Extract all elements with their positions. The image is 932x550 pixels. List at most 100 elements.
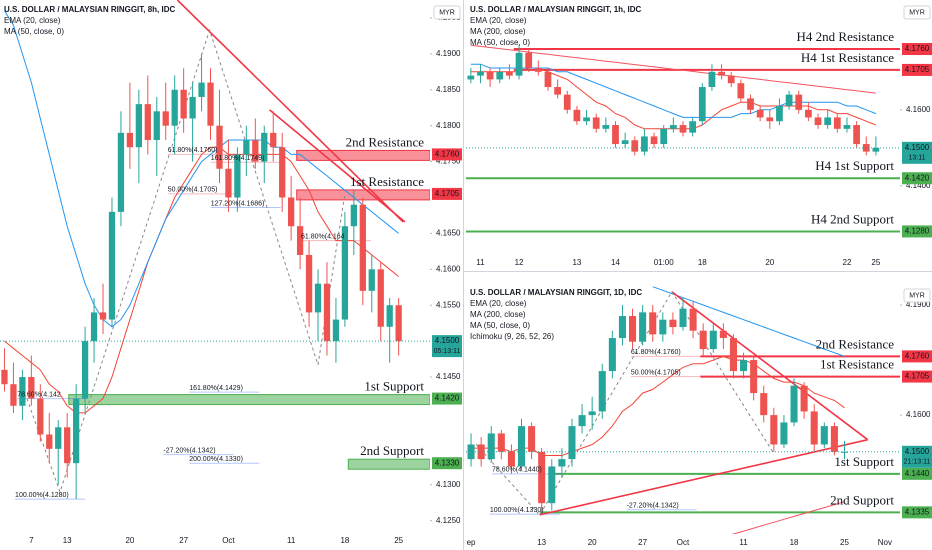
candle-body	[770, 415, 778, 445]
x-tick-label: 01:00	[654, 258, 675, 267]
candle-body	[790, 385, 798, 423]
x-tick-label: 20	[765, 258, 774, 267]
candle-body	[621, 140, 629, 145]
candle-body	[833, 117, 841, 129]
price-tag	[902, 172, 932, 185]
candle-body	[323, 283, 331, 342]
candle-body	[314, 283, 322, 313]
x-tick-label: 27	[638, 538, 647, 547]
price-tag-label: 4.1705	[905, 372, 930, 381]
candle-body	[207, 82, 214, 126]
candle-body	[785, 94, 793, 107]
candle-body	[766, 117, 774, 122]
candle-body	[750, 360, 758, 394]
candle-body	[747, 98, 754, 110]
x-tick-label: 7	[29, 536, 34, 545]
candle-body	[171, 89, 178, 126]
fib-label: 100.00%(4.1330)	[490, 507, 544, 514]
candle-body	[19, 377, 26, 406]
price-tag-label: 4.1335	[905, 507, 930, 516]
legend-entry: MA (50, close, 0)	[470, 38, 530, 47]
fib-label: 61.80%(4.164	[301, 233, 345, 240]
candle-body	[73, 398, 80, 464]
price-tag-label: 4.1705	[905, 65, 930, 74]
level-label: 1st Resistance	[350, 174, 424, 189]
candle-body	[467, 75, 475, 80]
candle-body	[189, 96, 196, 119]
candle-body	[814, 117, 822, 126]
y-tick-label: 4.1600	[906, 410, 931, 419]
legend-entry: MA (50, close, 0)	[4, 27, 64, 36]
candle-body	[10, 384, 17, 406]
candle-body	[515, 52, 523, 76]
candle-body	[368, 269, 375, 291]
candle-body	[719, 330, 727, 339]
candle-body	[872, 147, 880, 152]
trendline	[269, 109, 406, 223]
candle-body	[216, 125, 223, 169]
x-tick-label: ep	[467, 538, 476, 547]
price-tag-label: 4.1420	[905, 173, 930, 182]
y-tick-label: 4.1250	[436, 516, 461, 525]
candle-body	[776, 106, 783, 122]
plot-area	[466, 44, 900, 233]
candle-body	[800, 385, 808, 412]
legend-entry: MA (50, close, 0)	[470, 321, 530, 330]
candle-body	[332, 319, 340, 342]
fib-label: 100.00%(4.1280)	[15, 492, 69, 499]
indicator-line	[4, 146, 399, 414]
level-label: 2nd Resistance	[346, 134, 425, 149]
candle-body	[261, 132, 268, 162]
candle-body	[824, 117, 832, 126]
price-tag-label: 4.1760	[905, 44, 930, 53]
candle-body	[497, 433, 505, 452]
y-tick-label: 4.1600	[436, 264, 461, 273]
x-tick-label: 18	[698, 258, 707, 267]
candle-body	[660, 128, 668, 145]
candle-body	[830, 426, 838, 452]
candle-body	[46, 434, 53, 449]
last-price-timer: 13:11	[909, 155, 926, 162]
candle-body	[608, 338, 616, 372]
candle-body	[525, 52, 533, 69]
candle-body	[588, 411, 596, 416]
candle-body	[395, 305, 402, 342]
legend-entry: Ichimoku (9, 26, 52, 26)	[470, 332, 554, 341]
candle-body	[341, 226, 349, 320]
x-tick-label: 11	[739, 538, 748, 547]
currency-tag	[433, 5, 461, 20]
level-label: 1st Support	[834, 454, 894, 469]
candle-body	[288, 197, 295, 227]
fib-label: 200.00%(4.1330)	[189, 456, 243, 463]
x-tick-label: 13	[572, 258, 581, 267]
x-tick-label: 22	[843, 258, 852, 267]
level-label: 1st Support	[364, 379, 424, 394]
candle-body	[689, 121, 697, 133]
last-price-tag	[902, 141, 932, 164]
candle-body	[81, 341, 89, 399]
x-tick-label: 12	[515, 258, 524, 267]
price-tag-label: 4.1420	[435, 394, 460, 403]
candle-body	[578, 415, 586, 427]
fib-label: 61.80%(4.1760)	[631, 349, 681, 356]
candle-body	[568, 426, 576, 460]
level-label: 1st Resistance	[820, 357, 894, 372]
candle-body	[760, 393, 768, 416]
x-tick-label: 13	[537, 538, 546, 547]
indicator-line	[470, 44, 876, 94]
x-tick-label: 20	[125, 536, 134, 545]
candle-body	[558, 459, 566, 467]
candle-body	[699, 330, 707, 350]
fib-label: 50.00%(4.1705)	[631, 369, 681, 376]
candle-body	[506, 71, 513, 76]
candle-body	[496, 71, 504, 80]
x-tick-label: 18	[790, 538, 799, 547]
candle-body	[477, 71, 484, 76]
legend-entry: EMA (20, close)	[470, 299, 527, 308]
legend-entry: MA (200, close)	[470, 27, 526, 36]
candle-body	[28, 377, 35, 399]
level-label: H4 1st Resistance	[801, 50, 894, 65]
last-price-tag	[902, 445, 932, 468]
candle-body	[659, 319, 667, 335]
